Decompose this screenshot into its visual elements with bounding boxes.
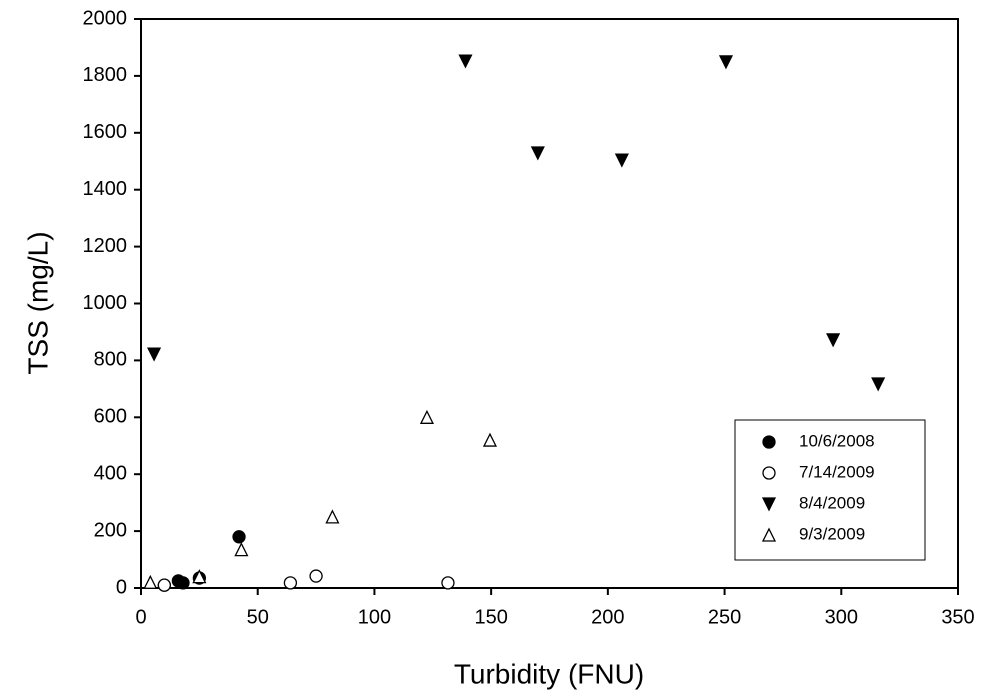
data-point: [309, 569, 323, 583]
legend-marker: [761, 497, 777, 512]
y-tick-label: 800: [94, 349, 127, 371]
y-tick-label: 1800: [83, 64, 128, 86]
x-tick-label: 350: [941, 606, 974, 628]
y-tick-label: 400: [94, 462, 127, 484]
legend-marker: [761, 527, 777, 542]
x-tick-label: 100: [358, 606, 391, 628]
data-point: [232, 530, 246, 544]
legend-label: 7/14/2009: [799, 462, 875, 481]
legend-marker: [762, 466, 776, 480]
data-point: [614, 153, 629, 168]
legend-marker: [762, 435, 776, 449]
legend-label: 9/3/2009: [799, 524, 865, 543]
data-point: [192, 569, 207, 584]
data-point: [234, 542, 249, 557]
data-point: [325, 509, 340, 524]
data-point: [143, 574, 158, 589]
data-point: [441, 576, 455, 590]
data-point: [176, 576, 190, 590]
x-tick-label: 300: [825, 606, 858, 628]
x-tick-label: 150: [474, 606, 507, 628]
data-point: [147, 347, 162, 362]
y-tick-label: 600: [94, 406, 127, 428]
x-axis-title: Turbidity (FNU): [454, 658, 644, 689]
data-point: [530, 146, 545, 161]
y-tick-label: 0: [116, 576, 127, 598]
y-axis-title: TSS (mg/L): [22, 231, 53, 374]
y-tick-label: 1600: [83, 121, 128, 143]
legend-label: 10/6/2008: [799, 431, 875, 450]
x-tick-label: 250: [708, 606, 741, 628]
x-tick-label: 50: [247, 606, 269, 628]
y-tick-label: 1400: [83, 178, 128, 200]
y-tick-label: 200: [94, 519, 127, 541]
data-point: [826, 333, 841, 348]
data-point: [283, 576, 298, 590]
y-tick-label: 1000: [83, 292, 128, 314]
y-tick-label: 2000: [83, 7, 128, 29]
data-point: [157, 578, 171, 592]
x-tick-label: 0: [135, 606, 146, 628]
data-point: [419, 409, 435, 424]
data-point: [718, 55, 734, 70]
y-tick-label: 1200: [83, 235, 128, 257]
legend-label: 8/4/2009: [799, 493, 865, 512]
x-tick-label: 200: [591, 606, 624, 628]
data-point: [871, 377, 886, 392]
data-point: [458, 54, 473, 69]
data-point: [482, 432, 498, 447]
